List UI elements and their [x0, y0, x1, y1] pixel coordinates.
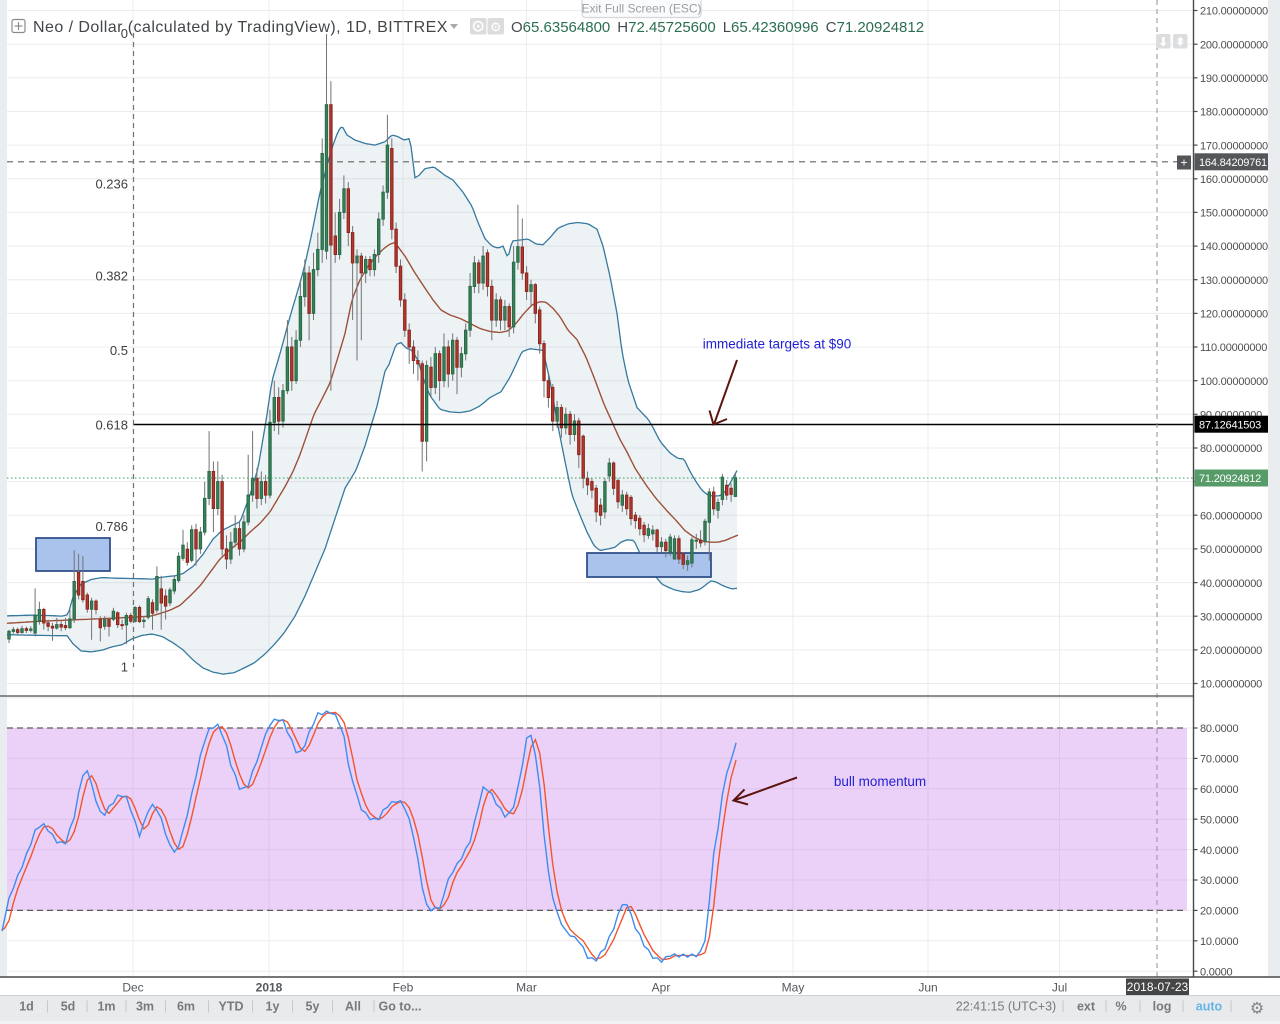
svg-text:|: |: [1181, 999, 1184, 1013]
svg-text:5y: 5y: [306, 1000, 320, 1014]
svg-text:210.00000000: 210.00000000: [1200, 6, 1268, 18]
svg-text:Jul: Jul: [1052, 981, 1067, 995]
svg-text:22:41:15 (UTC+3): 22:41:15 (UTC+3): [956, 1000, 1056, 1014]
svg-text:|: |: [251, 999, 254, 1013]
svg-text:10.0000: 10.0000: [1200, 936, 1238, 948]
svg-text:0.618: 0.618: [95, 418, 128, 433]
svg-text:1m: 1m: [97, 1000, 115, 1014]
svg-text:immediate targets at $90: immediate targets at $90: [703, 337, 852, 352]
svg-text:Neo / Dollar (calculated by Tr: Neo / Dollar (calculated by TradingView)…: [33, 19, 448, 36]
svg-text:160.00000000: 160.00000000: [1200, 174, 1268, 186]
svg-text:30.0000: 30.0000: [1200, 875, 1238, 887]
svg-text:Exit Full Screen (ESC): Exit Full Screen (ESC): [581, 2, 701, 16]
svg-text:⚙: ⚙: [490, 20, 502, 35]
svg-text:|: |: [1104, 999, 1107, 1013]
svg-text:bull momentum: bull momentum: [834, 774, 926, 789]
svg-text:70.0000: 70.0000: [1200, 754, 1238, 766]
svg-text:|: |: [1229, 999, 1232, 1013]
svg-text:2018-07-23: 2018-07-23: [1127, 980, 1189, 994]
svg-text:20.00000000: 20.00000000: [1200, 645, 1262, 657]
svg-text:170.00000000: 170.00000000: [1200, 140, 1268, 152]
svg-text:All: All: [345, 1000, 361, 1014]
svg-text:May: May: [782, 981, 805, 995]
svg-text:0.5: 0.5: [110, 343, 128, 358]
svg-text:2018: 2018: [256, 981, 283, 995]
svg-text:164.84209761: 164.84209761: [1199, 157, 1267, 169]
svg-text:|: |: [372, 999, 375, 1013]
svg-text:0: 0: [121, 26, 128, 41]
svg-text:|: |: [46, 999, 49, 1013]
svg-text:200.00000000: 200.00000000: [1200, 39, 1268, 51]
svg-text:1: 1: [121, 660, 128, 675]
svg-text:Go to...: Go to...: [378, 1000, 421, 1014]
svg-text:|: |: [124, 999, 127, 1013]
svg-text:10.00000000: 10.00000000: [1200, 679, 1262, 691]
svg-text:80.00000000: 80.00000000: [1200, 443, 1262, 455]
svg-text:5d: 5d: [61, 1000, 76, 1014]
svg-text:50.00000000: 50.00000000: [1200, 544, 1262, 556]
svg-text:Feb: Feb: [393, 981, 414, 995]
svg-text:40.0000: 40.0000: [1200, 845, 1238, 857]
svg-text:|: |: [207, 999, 210, 1013]
svg-text:1d: 1d: [19, 1000, 34, 1014]
svg-text:⚙: ⚙: [1250, 1001, 1264, 1018]
svg-text:Jun: Jun: [918, 981, 937, 995]
svg-text:130.00000000: 130.00000000: [1200, 275, 1268, 287]
svg-text:|: |: [164, 999, 167, 1013]
svg-text:80.0000: 80.0000: [1200, 723, 1238, 735]
svg-text:1y: 1y: [266, 1000, 280, 1014]
svg-text:0.382: 0.382: [95, 268, 128, 283]
svg-text:|: |: [291, 999, 294, 1013]
svg-text:Dec: Dec: [122, 981, 143, 995]
svg-text:120.00000000: 120.00000000: [1200, 309, 1268, 321]
svg-text:auto: auto: [1196, 1000, 1223, 1014]
svg-text:71.20924812: 71.20924812: [1199, 473, 1261, 485]
svg-text:60.00000000: 60.00000000: [1200, 511, 1262, 523]
svg-text:180.00000000: 180.00000000: [1200, 107, 1268, 119]
svg-text:ext: ext: [1077, 1000, 1096, 1014]
svg-text:20.0000: 20.0000: [1200, 906, 1238, 918]
svg-text:Apr: Apr: [652, 981, 671, 995]
svg-text:100.00000000: 100.00000000: [1200, 376, 1268, 388]
svg-text:0.786: 0.786: [95, 519, 128, 534]
svg-text:60.0000: 60.0000: [1200, 784, 1238, 796]
svg-text:0.236: 0.236: [95, 176, 128, 191]
svg-text:140.00000000: 140.00000000: [1200, 241, 1268, 253]
svg-text:87.12641503: 87.12641503: [1199, 419, 1261, 431]
svg-text:150.00000000: 150.00000000: [1200, 208, 1268, 220]
svg-text:3m: 3m: [136, 1000, 154, 1014]
svg-text:log: log: [1153, 1000, 1172, 1014]
svg-text:110.00000000: 110.00000000: [1200, 342, 1267, 354]
svg-text:190.00000000: 190.00000000: [1200, 73, 1268, 85]
svg-text:%: %: [1115, 1000, 1126, 1014]
svg-text:|: |: [1061, 999, 1064, 1013]
svg-text:+: +: [1180, 156, 1187, 170]
svg-text:|: |: [331, 999, 334, 1013]
svg-text:40.00000000: 40.00000000: [1200, 578, 1262, 590]
svg-text:0.0000: 0.0000: [1200, 966, 1233, 978]
svg-text:|: |: [85, 999, 88, 1013]
svg-text:30.00000000: 30.00000000: [1200, 611, 1262, 623]
svg-text:50.0000: 50.0000: [1200, 814, 1238, 826]
svg-text:Mar: Mar: [516, 981, 537, 995]
svg-text:YTD: YTD: [219, 1000, 244, 1014]
svg-text:6m: 6m: [177, 1000, 195, 1014]
svg-text:|: |: [1138, 999, 1141, 1013]
